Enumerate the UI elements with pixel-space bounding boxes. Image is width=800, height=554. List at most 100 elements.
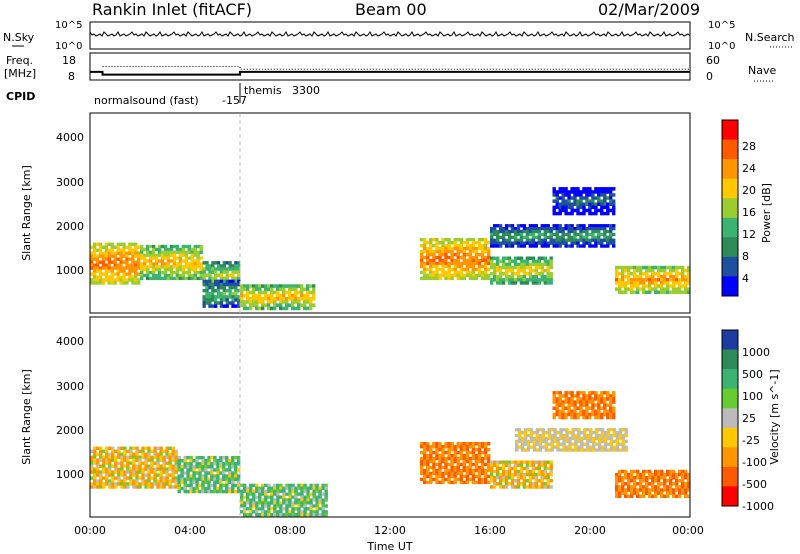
velocity-cells-band-2-cell	[303, 489, 307, 493]
power-cells-band-7-cell	[576, 244, 580, 248]
velocity-cells-band-1-cell	[216, 462, 220, 466]
power-cells-band-7-cell	[510, 227, 515, 231]
power-cells-band-3-cell	[234, 304, 238, 308]
velocity-cells-band-6-cell	[561, 403, 565, 407]
power-cells-band-4-cell	[312, 287, 316, 292]
velocity-cells-band-7-cell	[684, 485, 688, 489]
power-cells-band-7-cell	[493, 224, 497, 228]
power-cells-band-9-cell	[645, 265, 649, 270]
velocity-cells-band-6-cell	[606, 403, 610, 407]
velocity-cells-band-0-cell	[132, 485, 136, 489]
velocity-cells-band-6-cell	[555, 400, 559, 404]
cpid-program-1-id: -157	[222, 94, 247, 107]
velocity-cells-band-0-cell	[162, 479, 166, 483]
velocity-cells-band-5-cell	[520, 439, 525, 443]
velocity-cells-band-3-cell	[474, 465, 479, 470]
velocity-cells-band-2-cell	[300, 498, 304, 502]
velocity-cells-band-7-cell	[627, 485, 631, 489]
velocity-cells-band-0-cell	[93, 461, 97, 465]
velocity-cells-band-1-cell	[210, 477, 214, 481]
power-cells-band-0-cell	[119, 266, 123, 270]
velocity-cells-band-3-cell	[432, 450, 436, 455]
power-cells-band-8-cell	[600, 208, 604, 213]
power-cells-band-7-cell	[594, 227, 598, 231]
power-cells-band-8-cell	[591, 205, 595, 210]
velocity-cells-band-0-cell	[162, 461, 166, 465]
velocity-cells-band-0-cell	[105, 458, 109, 462]
power-cells-band-9-cell	[636, 265, 640, 270]
velocity-cells-band-7-cell	[636, 469, 640, 474]
velocity-cells-band-6-cell	[558, 394, 562, 398]
velocity-cells-band-4-cell	[493, 460, 497, 464]
power-cells-band-0-cell	[92, 251, 97, 255]
power-cells-band-8-cell	[603, 193, 607, 197]
velocity-cells-band-7-cell	[627, 476, 631, 480]
velocity-cells-band-0-cell	[141, 455, 145, 459]
power-cells-band-0-cell	[131, 251, 135, 255]
velocity-cells-band-5-cell	[550, 442, 554, 446]
power-cells-band-1-cell	[157, 276, 162, 281]
velocity-cells-band-2-cell	[276, 489, 280, 493]
power-cells-band-0-cell	[104, 242, 108, 246]
power-cells-band-3-cell	[225, 282, 229, 287]
velocity-cells-band-6-cell	[579, 403, 583, 407]
power-cells-band-5-cell	[480, 276, 485, 281]
power-cells-band-1-cell	[151, 253, 156, 257]
power-cells-band-4-cell	[291, 300, 295, 304]
velocity-cells-band-3-cell	[423, 442, 427, 446]
power-cells-band-7-cell	[493, 229, 497, 234]
power-cells-band-5-cell	[487, 249, 491, 254]
power-cells-band-9-cell	[633, 290, 637, 294]
power-cells-band-5-cell	[444, 238, 448, 242]
power-cells-band-5-cell	[468, 255, 473, 260]
velocity-cells-band-3-cell	[423, 445, 427, 449]
power-cells-band-7-cell	[516, 238, 521, 242]
velocity-cells-band-1-cell	[213, 489, 217, 494]
velocity-cells-band-0-cell	[102, 464, 106, 468]
power-cells-band-5-cell	[477, 241, 482, 245]
power-cells-band-5-cell	[456, 270, 460, 275]
velocity-cells-band-2-cell	[288, 504, 292, 508]
power-cells-band-6-cell	[519, 265, 524, 270]
power-cells-band-7-cell	[591, 235, 595, 239]
velocity-cells-band-1-cell	[198, 477, 202, 481]
velocity-cells-band-3-cell	[441, 465, 445, 470]
velocity-cells-band-7-cell	[684, 469, 688, 474]
power-cells-band-5-cell	[429, 276, 433, 281]
velocity-cells-band-5-cell	[597, 439, 602, 443]
velocity-cells-band-7-cell	[615, 494, 619, 498]
power-cells-band-5-cell	[441, 261, 445, 266]
velocity-cells-band-6-cell	[591, 391, 595, 395]
velocity-cells-band-3-cell	[432, 465, 436, 470]
velocity-cells-band-0-cell	[108, 470, 112, 474]
power-cells-band-0-cell	[116, 269, 120, 273]
velocity-cells-band-6-cell	[597, 406, 601, 410]
velocity-cells-band-2-cell	[309, 498, 313, 502]
velocity-cells	[90, 391, 691, 517]
power-cells-band-8-cell	[609, 193, 613, 197]
velocity-cells-band-3-cell	[471, 453, 476, 458]
velocity-cells-band-1-cell	[189, 455, 193, 460]
velocity-cells-band-2-cell	[276, 513, 280, 517]
velocity-cells-band-0-cell	[135, 473, 139, 477]
power-cells-band-5-cell	[480, 249, 485, 254]
power-cells-band-9-cell	[627, 287, 631, 291]
power-cells-band-9-cell	[672, 278, 676, 282]
power-cells-band-6-cell	[525, 262, 530, 267]
velocity-cells-band-4-cell	[528, 476, 533, 480]
power-cells-band-7-cell	[606, 238, 610, 242]
velocity-cells-band-0-cell	[126, 482, 130, 486]
power-cells-band-5-cell	[453, 246, 457, 251]
velocity-cells-band-2-cell	[300, 489, 304, 493]
velocity-cells-band-5-cell	[609, 448, 614, 452]
velocity-cells-band-5-cell	[550, 445, 554, 449]
velocity-cells-band-2-cell	[264, 483, 268, 487]
power-cells-band-5-cell	[444, 246, 448, 251]
velocity-cells-band-0-cell	[108, 473, 112, 477]
velocity-cells-band-5-cell	[565, 445, 569, 449]
velocity-cells-band-2-cell	[297, 483, 301, 487]
power-cells-band-3-cell	[237, 304, 241, 308]
power-cells-band-1-cell	[199, 271, 203, 275]
velocity-cells-band-1-cell	[207, 455, 211, 460]
power-cells-band-5-cell	[423, 264, 427, 269]
